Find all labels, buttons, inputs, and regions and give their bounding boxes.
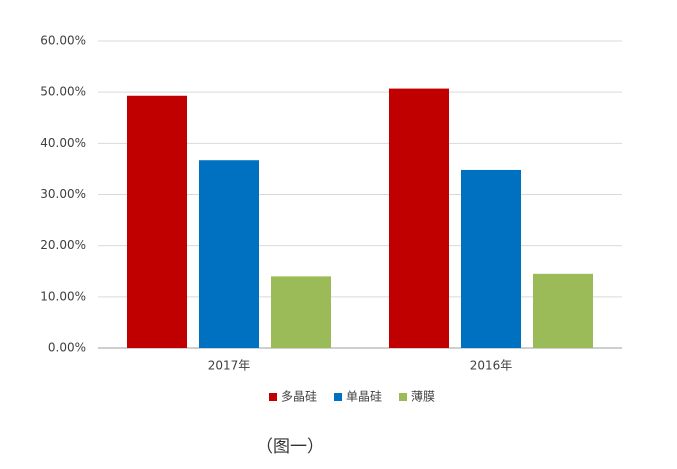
- bar: [271, 276, 331, 348]
- bar: [127, 95, 187, 348]
- legend-label: 薄膜: [411, 389, 435, 404]
- bar: [199, 160, 259, 348]
- legend-label: 多晶硅: [281, 390, 317, 404]
- y-tick-label: 0.00%: [48, 341, 86, 355]
- y-tick-label: 40.00%: [40, 136, 86, 150]
- y-tick-label: 50.00%: [40, 85, 86, 99]
- y-tick-label: 20.00%: [40, 238, 86, 252]
- y-tick-label: 10.00%: [40, 289, 86, 303]
- y-tick-label: 60.00%: [40, 34, 86, 48]
- legend-swatch: [399, 393, 407, 401]
- y-tick-label: 30.00%: [40, 187, 86, 201]
- legend-swatch: [334, 393, 342, 401]
- bar: [533, 273, 593, 348]
- legend-swatch: [269, 393, 277, 401]
- bar: [389, 88, 449, 349]
- bar: [461, 169, 521, 348]
- x-tick-label: 2017年: [208, 359, 251, 373]
- x-tick-label: 2016年: [470, 359, 513, 373]
- legend-label: 单晶硅: [346, 390, 382, 404]
- caption: （图一）: [256, 437, 324, 457]
